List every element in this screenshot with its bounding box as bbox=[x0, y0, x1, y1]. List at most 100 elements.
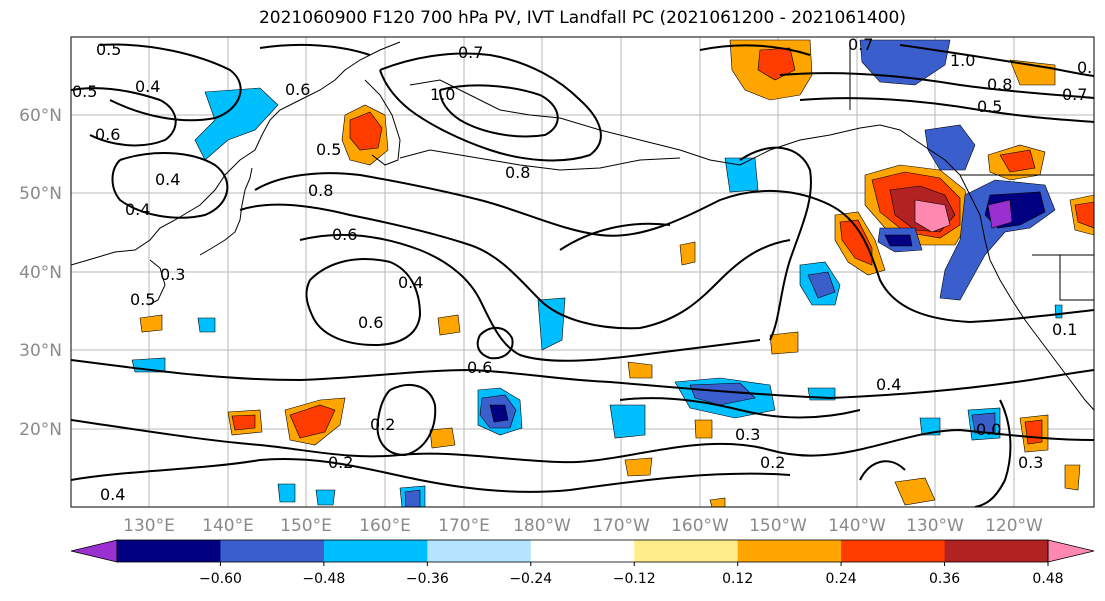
contour-label: 0.7 bbox=[848, 35, 873, 54]
colorbar-tick-label: 0.36 bbox=[929, 571, 960, 587]
pv-contour bbox=[379, 52, 602, 162]
pv-contour bbox=[111, 152, 229, 219]
shade-pos bbox=[999, 149, 1036, 173]
contour-label: 0.4 bbox=[135, 77, 160, 96]
contour-label: 0.5 bbox=[72, 82, 97, 101]
shade-neg bbox=[919, 417, 941, 436]
pv-contour bbox=[259, 43, 371, 56]
lon-label: 180°W bbox=[513, 516, 571, 536]
shade-pos bbox=[1024, 419, 1043, 445]
shade-pos bbox=[349, 111, 383, 151]
asia-coast bbox=[71, 41, 401, 266]
lon-label: 170°E bbox=[438, 516, 490, 536]
pv-contour bbox=[71, 458, 791, 493]
contour-label: 0.8 bbox=[505, 163, 530, 182]
lon-label: 170°W bbox=[592, 516, 650, 536]
pv-contour bbox=[305, 258, 422, 347]
contour-label: 0.8 bbox=[308, 181, 333, 200]
colorbar-tick-label: −0.24 bbox=[509, 571, 552, 587]
lon-label: 150°E bbox=[280, 516, 332, 536]
korea-coast bbox=[147, 259, 166, 306]
shade-neg bbox=[807, 271, 836, 299]
lon-label: 140°W bbox=[828, 516, 886, 536]
contour-labels: 0.5 0.4 0.5 0.6 0.6 0.4 0.4 0.3 0.5 0.7 … bbox=[72, 35, 1102, 504]
lon-label: 130°E bbox=[123, 516, 175, 536]
shade-neg bbox=[924, 124, 976, 171]
kamchatka-coast bbox=[364, 79, 401, 166]
lon-labels: 130°E 140°E 150°E 160°E 170°E 180°W 170°… bbox=[123, 516, 1043, 536]
aleutians bbox=[399, 149, 681, 171]
contour-label: 0.3 bbox=[735, 425, 760, 444]
contour-label: 0.5 bbox=[977, 97, 1002, 116]
shade-neg bbox=[689, 382, 756, 406]
lon-label: 160°E bbox=[359, 516, 411, 536]
shade-neg bbox=[404, 489, 421, 507]
pv-contour bbox=[859, 460, 906, 481]
na-westcoast bbox=[879, 124, 1094, 411]
contour-label: 0.8 bbox=[1077, 58, 1102, 77]
pv-contour bbox=[71, 419, 1094, 464]
contour-label: 0.5 bbox=[96, 40, 121, 59]
colorbar-tick-label: −0.60 bbox=[199, 571, 242, 587]
shade-neg bbox=[537, 297, 566, 351]
pv-contour bbox=[559, 222, 671, 251]
lat-label: 20°N bbox=[19, 420, 62, 440]
shade-neg bbox=[489, 404, 509, 423]
contour-label: 0.1 bbox=[1052, 320, 1077, 339]
shade-neg bbox=[197, 317, 216, 333]
ivt-shading bbox=[131, 39, 1094, 507]
contour-label: 0.3 bbox=[160, 265, 185, 284]
colorbar-ticks: −0.60 −0.48 −0.36 −0.24 −0.12 0.12 0.24 0.36 0.4… bbox=[199, 562, 1064, 587]
pv-contour bbox=[376, 384, 437, 457]
colorbar-tick-label: 0.24 bbox=[826, 571, 857, 587]
shade-pos bbox=[231, 414, 256, 431]
shade-pos bbox=[769, 331, 799, 355]
shade-pos bbox=[624, 457, 653, 477]
na-border bbox=[960, 174, 1094, 301]
colorbar-segment bbox=[427, 540, 532, 562]
alaska-coast bbox=[409, 79, 881, 166]
contour-label: 0.6 bbox=[285, 80, 310, 99]
shade-neg bbox=[609, 404, 646, 439]
colorbar-segment bbox=[737, 540, 842, 562]
shade-pos bbox=[139, 314, 163, 333]
shade-pos bbox=[709, 497, 726, 507]
shade-pos bbox=[289, 404, 336, 439]
shade-neg bbox=[859, 39, 951, 86]
lat-label: 40°N bbox=[19, 263, 62, 283]
shade-pos bbox=[437, 314, 461, 336]
colorbar-segment bbox=[323, 540, 428, 562]
colorbar-tick-label: 0.48 bbox=[1032, 571, 1063, 587]
lon-label: 160°W bbox=[671, 516, 729, 536]
shade-pos bbox=[894, 477, 936, 506]
shade-pos bbox=[429, 427, 456, 449]
colorbar-segment bbox=[220, 540, 325, 562]
colorbar-tick-label: −0.48 bbox=[302, 571, 345, 587]
lon-label: 140°E bbox=[202, 516, 254, 536]
colorbar-outline bbox=[116, 539, 1049, 563]
colorbar-tick-label: 0.12 bbox=[722, 571, 753, 587]
contour-label: 0.4 bbox=[398, 273, 423, 292]
contour-label: 0.0 bbox=[976, 420, 1001, 439]
pv-contour bbox=[739, 146, 812, 341]
pv-contour bbox=[99, 43, 242, 122]
contour-label: 0.8 bbox=[987, 75, 1012, 94]
shade-pos bbox=[1064, 464, 1081, 491]
pv-contour bbox=[899, 44, 1094, 77]
shade-neg bbox=[987, 199, 1013, 229]
contour-label: 1.0 bbox=[430, 85, 455, 104]
pv-contour bbox=[619, 397, 861, 419]
shade-pos bbox=[627, 361, 653, 379]
pv-contour bbox=[476, 326, 514, 360]
shade-pos bbox=[1074, 201, 1094, 229]
contour-label: 1.0 bbox=[950, 51, 975, 70]
contour-label: 0.5 bbox=[316, 140, 341, 159]
colorbar: −0.60 −0.48 −0.36 −0.24 −0.12 0.12 0.24 0.36 0.4… bbox=[70, 539, 1095, 587]
contour-label: 0.6 bbox=[358, 313, 383, 332]
shade-pos bbox=[679, 241, 696, 266]
colorbar-segment bbox=[117, 540, 221, 562]
shade-pos bbox=[914, 199, 951, 233]
pv-contour bbox=[799, 97, 1094, 123]
contour-label: 0.4 bbox=[155, 170, 180, 189]
coastlines bbox=[71, 40, 1094, 411]
